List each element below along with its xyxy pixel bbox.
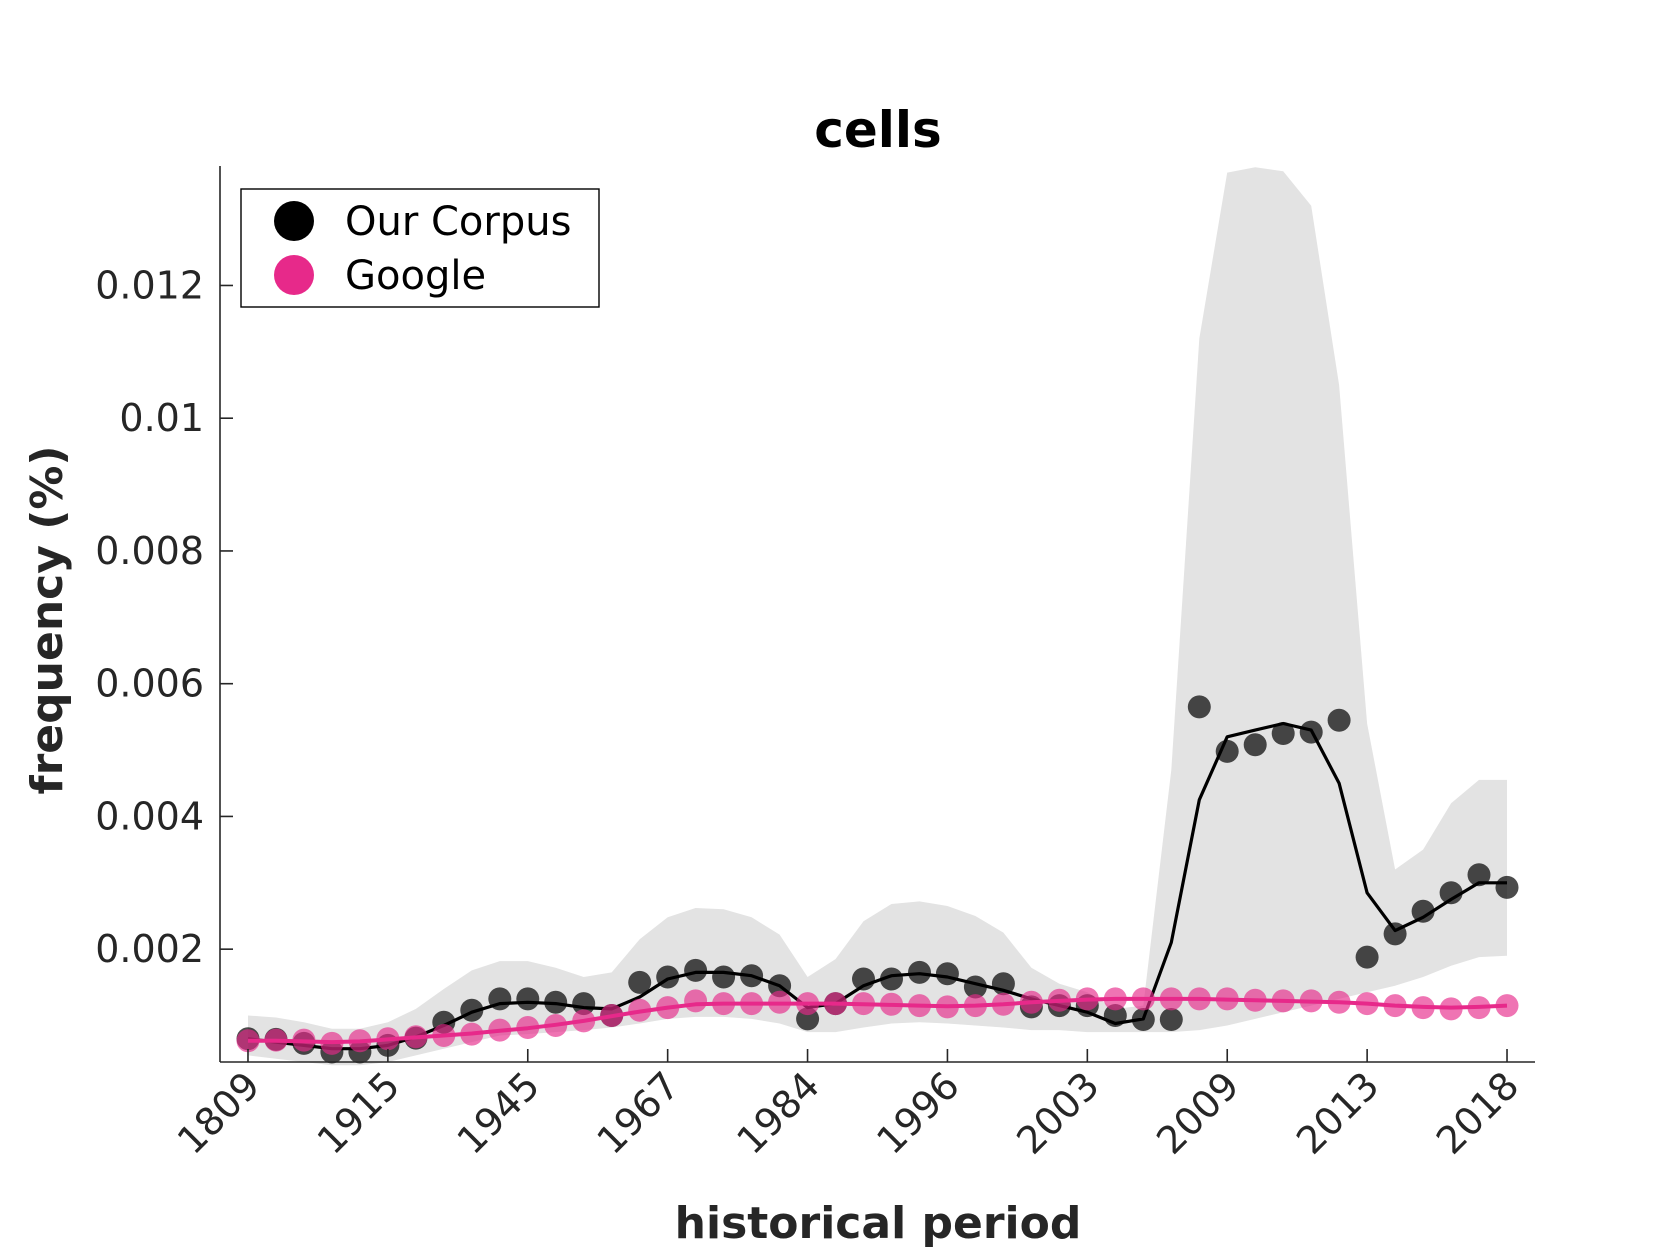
google-point [1103,987,1127,1011]
legend-label: Our Corpus [345,199,571,245]
chart-title: cells [814,101,942,159]
legend-marker [274,255,314,295]
google-point [236,1029,260,1053]
our-corpus-point [656,965,680,989]
google-point [768,990,792,1014]
plot-area [236,167,1519,1066]
our-corpus-point [544,990,568,1014]
y-tick-label: 0.006 [95,662,204,706]
google-point [712,992,736,1016]
y-tick-label: 0.008 [95,529,204,573]
google-point [1187,987,1211,1011]
our-corpus-point [963,975,987,999]
our-corpus-point [488,987,512,1011]
our-corpus-point [712,965,736,989]
google-trend-line [248,996,1508,1045]
google-point [1355,992,1379,1016]
google-point [516,1016,540,1039]
our-corpus-point [991,972,1015,996]
our-corpus-point [1383,922,1407,946]
google-point [320,1031,344,1055]
google-point [1131,987,1155,1011]
our-corpus-trend-line [247,721,1507,1051]
google-point [1495,994,1519,1018]
google-point [628,998,652,1022]
google-point [963,994,987,1018]
google-point [348,1029,372,1053]
our-corpus-point [768,974,792,998]
our-corpus-point [880,967,903,991]
google-point [1439,997,1463,1021]
our-corpus-point [908,960,931,984]
our-corpus-point [1411,899,1435,923]
our-corpus-point [628,970,652,994]
google-point [376,1027,400,1051]
google-point [1243,988,1267,1012]
google-point [1383,994,1407,1018]
our-corpus-point [740,964,764,988]
google-point [404,1025,428,1049]
google-point [292,1028,316,1052]
google-point [1271,989,1295,1013]
our-corpus-point [1243,733,1267,757]
google-point [1327,990,1351,1014]
our-corpus-point [572,992,596,1016]
y-tick-label: 0.01 [119,396,204,440]
legend-label: Google [345,253,486,299]
google-point [600,1004,624,1027]
google-point [796,992,820,1016]
google-point [488,1018,512,1042]
google-point [572,1009,596,1033]
our-corpus-point [684,958,708,982]
google-point [1047,988,1071,1012]
our-corpus-point [516,987,540,1011]
our-corpus-point [852,967,875,991]
our-corpus-point [1215,739,1239,763]
google-point [432,1024,456,1047]
google-point [1215,987,1239,1011]
our-corpus-point [1439,881,1463,905]
legend-marker [274,201,314,241]
google-point [264,1028,288,1052]
our-corpus-point [1495,875,1519,899]
our-corpus-point [1131,1008,1155,1031]
our-corpus-point [1355,945,1379,969]
google-point [1019,990,1043,1014]
our-corpus-point [935,962,959,986]
x-axis-label: historical period [675,1198,1082,1249]
our-corpus-point [1103,1004,1127,1027]
our-corpus-point [1467,863,1491,887]
google-point [460,1022,484,1046]
google-point [1299,989,1323,1013]
our-corpus-point [460,998,484,1022]
y-tick-label: 0.002 [95,927,204,971]
google-point [908,994,931,1018]
google-point [1075,987,1099,1011]
google-point [1159,987,1183,1011]
google-point [656,996,680,1020]
google-point [824,992,847,1016]
google-point [991,992,1015,1016]
google-point [852,992,875,1016]
our-corpus-point [1299,720,1323,744]
our-corpus-point [1271,722,1295,745]
our-corpus-point [1327,708,1351,732]
google-point [1411,996,1435,1020]
google-point [740,992,764,1016]
y-axis-label: frequency (%) [22,445,73,794]
google-point [544,1014,568,1037]
our-corpus-point [1187,695,1211,719]
google-point [684,989,708,1013]
legend: Our Corpus Google [240,188,600,308]
our-corpus-point [1159,1008,1183,1031]
google-point [935,995,959,1019]
y-tick-label: 0.004 [95,794,204,838]
y-tick-label: 0.012 [95,263,204,307]
google-point [1467,996,1491,1020]
google-point [880,992,903,1016]
